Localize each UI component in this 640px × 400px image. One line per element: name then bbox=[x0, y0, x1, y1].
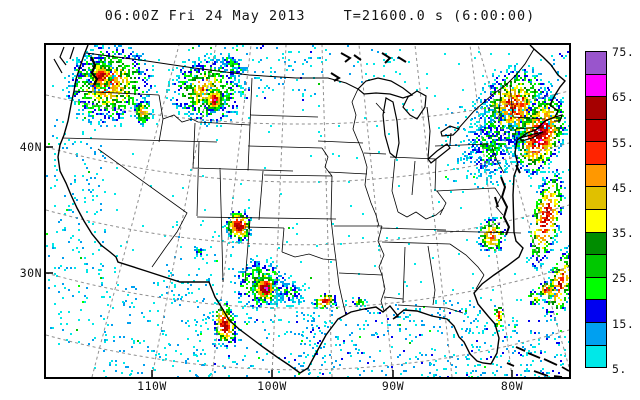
colorbar-swatch bbox=[586, 119, 606, 143]
graticule-parallel bbox=[46, 266, 569, 309]
lakes-connectors bbox=[426, 106, 452, 160]
colorbar-swatch bbox=[586, 255, 606, 278]
colorbar-swatch bbox=[586, 322, 606, 346]
colorbar-swatch bbox=[586, 187, 606, 211]
x-axis-tick-label-90w: 90W bbox=[381, 379, 405, 393]
colorbar-swatch bbox=[586, 232, 606, 256]
canadian-lakes bbox=[330, 52, 407, 82]
graticule-parallel bbox=[46, 142, 569, 183]
x-axis-tick-label-110w: 110W bbox=[137, 379, 167, 393]
colorbar-swatch bbox=[586, 300, 606, 323]
colorbar-swatch bbox=[586, 345, 606, 368]
colorbar-label-5: 5. bbox=[612, 362, 627, 376]
graticule-parallel bbox=[46, 204, 569, 246]
forecast-time-label: T=21600.0 s (6:00:00) bbox=[343, 8, 536, 24]
colorbar-label-55: 55. bbox=[612, 136, 635, 150]
y-axis-tick-label-30n: 30N bbox=[19, 266, 42, 280]
graticule-meridian bbox=[321, 45, 333, 377]
colorbar-swatch bbox=[586, 74, 606, 98]
canada-border bbox=[85, 48, 535, 130]
chesapeake-bay bbox=[494, 164, 521, 236]
map-plot-area bbox=[44, 43, 571, 379]
graticule-meridian bbox=[414, 45, 453, 377]
colorbar-swatch bbox=[586, 97, 606, 120]
long-island-cape-cod bbox=[519, 114, 563, 142]
radar-reflectivity-layer bbox=[46, 45, 569, 377]
colorbar-swatch bbox=[586, 210, 606, 233]
lake-erie bbox=[427, 143, 451, 164]
graticule-parallel bbox=[46, 329, 569, 371]
graticule-meridian bbox=[477, 45, 569, 368]
lake-ontario bbox=[440, 125, 461, 137]
x-axis-tick-label-80w: 80W bbox=[500, 379, 524, 393]
colorbar-label-75: 75. bbox=[612, 45, 635, 59]
colorbar-swatch bbox=[586, 164, 606, 188]
plot-title: 06:00Z Fri 24 May 2013 T=21600.0 s (6:00… bbox=[0, 8, 640, 24]
british-columbia-coast bbox=[53, 46, 75, 74]
graticule-meridian bbox=[271, 45, 287, 377]
valid-time-label: 06:00Z Fri 24 May 2013 bbox=[104, 8, 306, 24]
colorbar-swatch bbox=[586, 52, 606, 75]
graticule-meridian bbox=[358, 45, 394, 377]
colorbar-label-35: 35. bbox=[612, 226, 635, 240]
bahamas-islands bbox=[506, 346, 569, 377]
lake-huron bbox=[402, 90, 427, 120]
lake-superior bbox=[357, 77, 414, 99]
axis-ticks bbox=[46, 146, 513, 377]
x-axis-tick-label-100w: 100W bbox=[257, 379, 287, 393]
reflectivity-colorbar bbox=[585, 51, 607, 368]
graticule-meridian bbox=[469, 45, 513, 377]
basemap-layer bbox=[46, 45, 569, 377]
lake-michigan bbox=[382, 97, 400, 160]
y-axis-tick-label-40n: 40N bbox=[19, 140, 42, 154]
colorbar-swatch bbox=[586, 142, 606, 165]
colorbar-label-65: 65. bbox=[612, 90, 635, 104]
puget-sound bbox=[89, 56, 99, 86]
graticule-meridian bbox=[91, 45, 180, 377]
graticule-parallel bbox=[46, 90, 569, 125]
state-boundaries bbox=[61, 77, 546, 316]
colorbar-label-15: 15. bbox=[612, 317, 635, 331]
colorbar-label-45: 45. bbox=[612, 181, 635, 195]
graticule-meridian bbox=[211, 45, 252, 377]
colorbar-label-25: 25. bbox=[612, 271, 635, 285]
colorbar-swatch bbox=[586, 277, 606, 301]
us-coastline bbox=[57, 45, 566, 374]
